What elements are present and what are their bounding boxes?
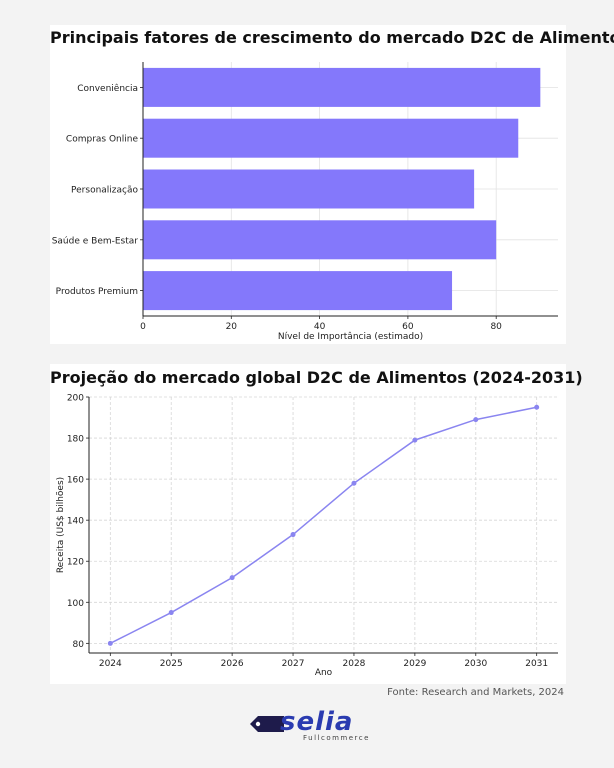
data-point-2026 [229,575,235,581]
y-tick-label: Produtos Premium [56,287,138,297]
data-point-2030 [473,417,479,423]
bar-3 [143,169,475,209]
x-tick-label: 2029 [403,659,426,669]
logo-subtitle: Fullcommerce [303,734,370,742]
logo-wordmark: selia [280,707,354,737]
bar-1 [143,67,541,107]
data-point-2024 [107,640,113,646]
line-chart: 2024 2025 2026 2027 2028 2029 2030 2031 80 100 120… [56,394,558,678]
data-point-2031 [534,404,540,410]
y-tick-label: 180 [67,435,84,445]
y-tick-label: 120 [67,558,84,568]
x-tick-label: 2028 [343,659,366,669]
market-projection-chart-panel: Projeção do mercado global D2C de Alimen… [50,364,583,684]
y-tick-label: 200 [67,394,84,404]
x-tick-label: 2026 [221,659,244,669]
source-note: Fonte: Research and Markets, 2024 [387,687,564,698]
x-axis-label: Ano [315,668,333,678]
y-tick-label: Conveniência [77,83,138,94]
series-line [109,406,537,645]
x-tick-label: 40 [314,322,326,332]
x-axis-label: Nível de Importância (estimado) [278,332,423,342]
y-tick-label: 160 [67,476,84,486]
y-tick-label: 80 [73,640,85,650]
selia-logo: selia Fullcommerce [246,707,370,744]
bar-2 [143,118,519,158]
x-tick-label: 2025 [160,659,183,669]
y-tick-label: Compras Online [66,135,139,145]
y-tick-label: Saúde e Bem-Estar [52,236,139,246]
x-tick-label: 2024 [99,659,122,669]
data-point-2027 [290,532,296,538]
line-chart-title: Projeção do mercado global D2C de Alimen… [50,368,583,387]
bar-4 [143,220,497,260]
bar-5 [143,271,453,311]
x-tick-label: 60 [402,322,414,332]
x-tick-label: 2030 [464,659,487,669]
bar-chart: Conveniência Compras Online Personalização… [52,62,558,342]
y-tick-label: 140 [67,517,84,527]
x-tick-label: 80 [490,322,502,332]
growth-factors-chart-panel: Principais fatores de crescimento do mer… [50,25,614,344]
x-tick-label: 2031 [525,659,548,669]
data-point-2029 [412,437,418,443]
data-point-2025 [168,610,174,616]
y-axis-label: Receita (US$ bilhões) [56,477,66,573]
x-tick-label: 20 [226,322,238,332]
y-tick-label: Personalização [71,186,138,196]
data-point-2028 [351,480,357,486]
x-tick-label: 2027 [282,659,305,669]
y-tick-label: 100 [67,599,84,609]
x-tick-label: 0 [140,322,146,332]
logo-tag-icon [250,716,284,732]
bar-chart-title: Principais fatores de crescimento do mer… [50,28,614,47]
